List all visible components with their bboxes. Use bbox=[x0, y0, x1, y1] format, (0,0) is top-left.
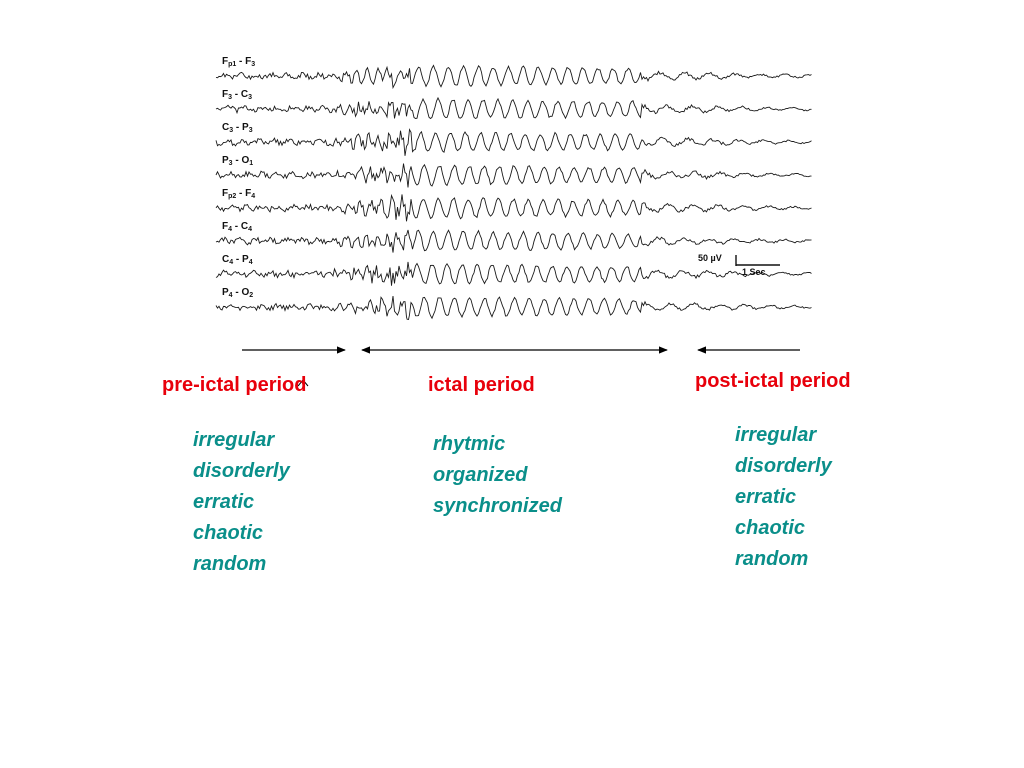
pre-ictal-terms: irregular disorderly erratic chaotic ran… bbox=[193, 425, 290, 580]
scale-amplitude-label: 50 µV bbox=[698, 253, 722, 263]
eeg-recording: Fp1 - F3 F3 - C3 C3 - P3 P3 - O1 Fp2 - F4 F4 … bbox=[215, 56, 812, 320]
post-ictal-terms: irregular disorderly erratic chaotic ran… bbox=[735, 420, 832, 575]
term-item: disorderly bbox=[193, 460, 290, 482]
term-item: irregular bbox=[735, 424, 817, 446]
channel-label: C4 - P4 bbox=[222, 254, 253, 266]
eeg-trace bbox=[215, 193, 812, 222]
term-item: erratic bbox=[735, 486, 797, 508]
pre-ictal-title: pre-ictal period bbox=[162, 374, 307, 396]
eeg-trace bbox=[215, 261, 812, 286]
term-item: disorderly bbox=[735, 455, 832, 477]
channel-label: Fp2 - F4 bbox=[222, 188, 255, 200]
channel-label: C3 - P3 bbox=[222, 122, 253, 134]
post-ictal-title: post-ictal period bbox=[695, 370, 851, 392]
channel-label: Fp1 - F3 bbox=[222, 56, 255, 68]
term-item: erratic bbox=[193, 491, 255, 513]
eeg-trace bbox=[215, 295, 812, 320]
channel-label: P4 - O2 bbox=[222, 287, 253, 299]
eeg-trace bbox=[215, 64, 812, 90]
eeg-trace bbox=[215, 229, 812, 253]
small-caret-mark bbox=[297, 379, 309, 387]
term-item: rhytmic bbox=[433, 433, 506, 455]
scale-bar: 50 µV 1 Sec bbox=[698, 253, 780, 277]
channel-label: P3 - O1 bbox=[222, 155, 253, 167]
channel-label: F4 - C4 bbox=[222, 221, 252, 233]
term-item: random bbox=[735, 548, 809, 570]
ictal-title: ictal period bbox=[428, 374, 535, 396]
term-item: organized bbox=[433, 464, 528, 486]
channel-label: F3 - C3 bbox=[222, 89, 252, 101]
channel-labels: Fp1 - F3 F3 - C3 C3 - P3 P3 - O1 Fp2 - F4 F4 … bbox=[222, 56, 255, 299]
term-item: random bbox=[193, 553, 267, 575]
term-item: chaotic bbox=[735, 517, 806, 539]
term-item: chaotic bbox=[193, 522, 264, 544]
term-item: irregular bbox=[193, 429, 275, 451]
eeg-trace bbox=[215, 163, 812, 188]
scale-time-label: 1 Sec bbox=[742, 267, 766, 277]
term-item: synchronized bbox=[433, 495, 562, 517]
eeg-traces bbox=[215, 64, 812, 320]
eeg-trace bbox=[215, 96, 812, 120]
eeg-trace bbox=[215, 128, 812, 156]
ictal-terms: rhytmic organized synchronized bbox=[433, 429, 562, 522]
